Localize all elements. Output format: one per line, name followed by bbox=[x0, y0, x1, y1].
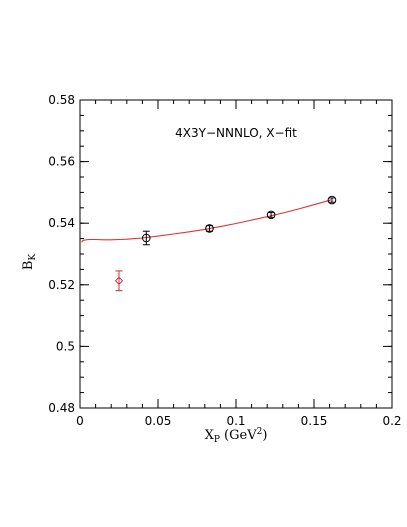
tick-labels: 0 0.05 0.1 0.15 0.2 0.48 0.5 0.52 0.54 0.56 0.58 bbox=[48, 93, 401, 428]
extrapolated-point-marker bbox=[114, 276, 124, 286]
x-axis-title: XP (GeV2) bbox=[205, 427, 268, 445]
y-tick-label: 0.48 bbox=[48, 401, 75, 415]
fit-curve-layer bbox=[81, 199, 332, 243]
data-point-marker bbox=[205, 224, 214, 233]
data-point-marker bbox=[266, 210, 276, 220]
x-tick-label: 0 bbox=[76, 414, 84, 428]
x-tick-label: 0.1 bbox=[226, 414, 245, 428]
data-point bbox=[205, 224, 214, 233]
data-point-marker bbox=[327, 195, 337, 205]
chart-annotation: 4X3Y−NNNLO, X−fit bbox=[175, 126, 297, 140]
major-ticks bbox=[79, 99, 393, 409]
data-points-layer bbox=[114, 195, 337, 292]
y-tick-label: 0.5 bbox=[56, 339, 75, 353]
data-point-marker bbox=[142, 233, 151, 243]
y-tick-label: 0.54 bbox=[48, 216, 75, 230]
y-tick-label: 0.56 bbox=[48, 155, 75, 169]
data-point bbox=[142, 230, 151, 246]
plot-frame bbox=[79, 99, 393, 409]
x-tick-label: 0.15 bbox=[301, 414, 328, 428]
x-tick-label: 0.2 bbox=[382, 414, 401, 428]
y-tick-label: 0.58 bbox=[48, 93, 75, 107]
y-axis-title: BK bbox=[21, 254, 38, 271]
extrapolated-point bbox=[114, 270, 124, 292]
data-point bbox=[266, 210, 276, 220]
fit-curve-line bbox=[81, 199, 332, 243]
y-tick-label: 0.52 bbox=[48, 278, 75, 292]
x-tick-label: 0.05 bbox=[145, 414, 172, 428]
data-point bbox=[327, 195, 337, 205]
minor-ticks bbox=[79, 99, 393, 409]
